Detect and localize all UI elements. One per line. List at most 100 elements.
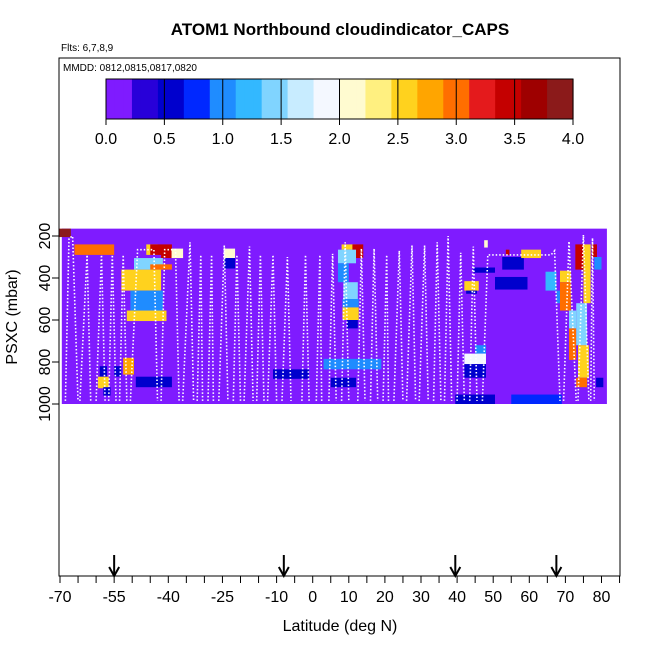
heatmap-cell: [342, 307, 359, 320]
colorbar-tick-label: 2.0: [328, 131, 350, 148]
heatmap-cell: [171, 248, 184, 259]
colorbar-swatch: [201, 79, 211, 119]
x-tick-label: 10: [340, 589, 358, 606]
colorbar-swatch: [296, 79, 306, 119]
colorbar-swatch: [460, 79, 470, 119]
flight-profile-line: [418, 245, 429, 401]
colorbar-swatch: [287, 79, 297, 119]
heatmap-cell: [596, 377, 604, 388]
flights-note: Flts: 6,7,8,9: [61, 43, 114, 54]
colorbar-swatch: [278, 79, 289, 119]
heatmap-cell: [341, 244, 357, 250]
heatmap-cell: [464, 364, 486, 378]
flight-profile-line: [432, 242, 442, 401]
heatmap-cell: [455, 394, 495, 404]
x-tick-label: 20: [376, 589, 394, 606]
colorbar-swatch: [123, 79, 133, 119]
heatmap-cell: [442, 394, 454, 404]
colorbar: 0.0 0.5 1.0 1.5 2.0 2.5 3.0 3.5 4.0: [95, 78, 584, 148]
flight-profile-line: [577, 234, 590, 401]
y-axis: 200 400 600 800 1000: [37, 58, 60, 576]
colorbar-swatch: [348, 79, 358, 119]
colorbar-swatch: [365, 79, 375, 119]
heatmap-cell: [594, 257, 602, 270]
colorbar-swatch: [140, 79, 150, 119]
heatmap-cell: [337, 249, 357, 264]
y-tick-label: 800: [37, 349, 54, 376]
chart-title: ATOM1 Northbound cloudindicator_CAPS: [171, 20, 509, 39]
colorbar-swatch: [261, 79, 271, 119]
y-axis-label: PSXC (mbar): [4, 269, 21, 364]
flight-profile-line: [243, 246, 254, 401]
heatmap-cell: [576, 377, 588, 388]
colorbar-swatch: [227, 79, 237, 119]
heatmap-cell: [103, 387, 111, 396]
colorbar-swatch: [106, 79, 116, 119]
colorbar-tick-label: 4.0: [562, 131, 584, 148]
heatmap-cell: [575, 244, 585, 270]
arrow-markers: [108, 555, 563, 579]
heatmap-cells: [59, 228, 604, 404]
colorbar-swatch: [503, 79, 514, 119]
colorbar-swatch: [382, 79, 392, 119]
colorbar-swatch: [304, 79, 315, 119]
heatmap-cell: [272, 369, 310, 379]
colorbar-swatch: [131, 79, 142, 119]
heatmap-cell: [495, 276, 528, 290]
colorbar-swatch: [443, 79, 453, 119]
x-axis-label: Latitude (deg N): [283, 618, 398, 635]
colorbar-swatch: [244, 79, 254, 119]
heatmap-cell: [99, 366, 107, 377]
colorbar-swatch: [330, 79, 341, 119]
heatmap-cell: [150, 244, 172, 255]
heatmap-cell: [569, 328, 577, 360]
flight-profile-line: [340, 242, 350, 401]
colorbar-swatch: [555, 79, 565, 119]
colorbar-swatch: [425, 79, 436, 119]
heatmap-cell: [59, 228, 71, 238]
heatmap-cell: [473, 267, 495, 273]
heatmap-cell: [559, 270, 571, 283]
heatmap-cell: [464, 353, 486, 365]
colorbar-swatch: [477, 79, 488, 119]
heatmap-cell: [74, 244, 115, 255]
flight-profile-line: [181, 242, 195, 401]
flight-profile-line: [443, 235, 453, 401]
heatmap-cell: [521, 249, 542, 259]
colorbar-swatch: [538, 79, 548, 119]
colorbar-swatch: [408, 79, 418, 119]
x-tick-label: -55: [103, 589, 126, 606]
colorbar-swatch: [400, 79, 410, 119]
colorbar-swatch: [270, 79, 280, 119]
y-tick-label: 400: [37, 265, 54, 292]
colorbar-swatch: [486, 79, 496, 119]
x-tick-label: -10: [265, 589, 288, 606]
colorbar-swatch: [547, 79, 557, 119]
heatmap-cell: [559, 282, 571, 311]
heatmap-cell: [121, 269, 162, 291]
colorbar-swatch: [157, 79, 168, 119]
flight-profile-line: [456, 252, 466, 401]
colorbar-tick-label: 3.5: [504, 131, 526, 148]
heatmap-cell: [323, 358, 382, 370]
x-axis: -70 -55 -40 -25 -10 0 10 20 30 40 50 60 70 80: [48, 575, 621, 606]
heatmap-cell: [569, 310, 577, 329]
colorbar-swatch: [235, 79, 245, 119]
flight-profile-line: [405, 245, 417, 401]
colorbar-swatch: [313, 79, 323, 119]
flight-profiles: [64, 234, 596, 401]
flight-profile-line: [281, 256, 292, 401]
colorbar-swatch: [183, 79, 194, 119]
colorbar-swatch: [434, 79, 444, 119]
colorbar-tick-label: 2.5: [387, 131, 409, 148]
x-tick-label: -25: [211, 589, 234, 606]
heatmap-cell: [97, 376, 109, 389]
y-tick-label: 600: [37, 307, 54, 334]
x-tick-label: 50: [484, 589, 502, 606]
heatmap-cell: [134, 258, 163, 270]
heatmap-cell: [464, 281, 479, 291]
colorbar-swatch: [114, 79, 124, 119]
x-tick-label: 70: [557, 589, 575, 606]
colorbar-swatch: [469, 79, 479, 119]
colorbar-swatch: [209, 79, 220, 119]
